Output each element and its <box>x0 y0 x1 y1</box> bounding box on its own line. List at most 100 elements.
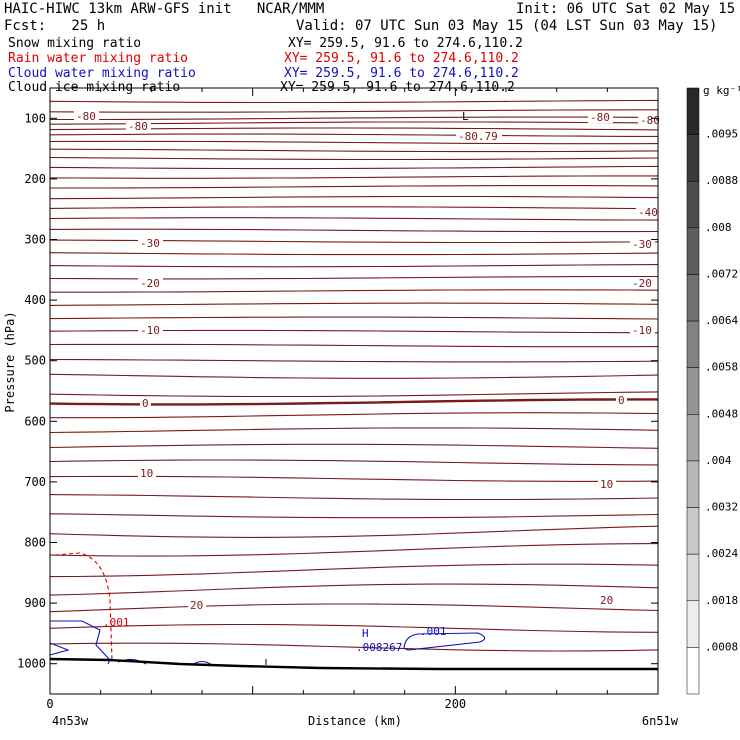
temperature-contour-line <box>49 133 658 137</box>
temperature-contour-line <box>49 398 658 406</box>
temperature-contour-line <box>49 140 659 145</box>
contour-label: 10 <box>140 467 153 480</box>
colorbar-cell <box>686 647 700 695</box>
colorbar-cell <box>686 460 700 508</box>
temperature-contour-line <box>49 217 659 221</box>
contour-label: 20 <box>190 599 203 612</box>
temperature-contour-line <box>49 603 659 613</box>
contour-label: -80 <box>640 114 660 127</box>
contour-label-bg <box>630 238 655 250</box>
temperature-contour-line <box>49 543 659 557</box>
temperature-contour-line <box>49 513 659 519</box>
contour-label: -80 <box>76 110 96 123</box>
colorbar-cell <box>686 134 700 182</box>
temperature-contour-line <box>49 264 659 268</box>
contour-label-bg <box>636 206 661 218</box>
contour-label: 10 <box>600 478 613 491</box>
contour-label-bg <box>638 114 663 126</box>
colorbar-label: .0032 <box>705 501 738 514</box>
temperature-contour-line <box>49 623 659 633</box>
colorbar-label: .004 <box>705 454 732 467</box>
rain-water-contours <box>54 552 113 661</box>
contour-label-bg <box>138 277 163 289</box>
y-tick-label: 800 <box>24 536 46 550</box>
y-tick-label: 300 <box>24 233 46 247</box>
contour-label-bg <box>588 111 613 123</box>
temperature-contour-line <box>49 121 659 125</box>
contour-label-bg <box>616 394 627 406</box>
temperature-contour-line <box>49 391 659 398</box>
temperature-contour-line <box>49 443 659 449</box>
contour-label-bg <box>598 594 616 606</box>
colorbar: .0095 .0088 .008 .0072 .0064 .0058 .0048 .004 .0… <box>686 84 740 695</box>
temperature-contour-line <box>49 563 659 578</box>
colorbar-label: .0064 <box>705 314 738 327</box>
colorbar-label: .0058 <box>705 361 738 374</box>
contour-label: -30 <box>140 237 160 250</box>
temperature-contour-line <box>50 289 659 293</box>
y-axis-label: Pressure (hPa) <box>3 311 17 412</box>
forecast-hour: Fcst: 25 h <box>4 18 106 34</box>
colorbar-cell <box>686 320 700 368</box>
y-tick-label: 500 <box>24 354 46 368</box>
contour-label-bg <box>140 397 151 409</box>
colorbar-label: .0008 <box>705 640 738 653</box>
temperature-contour-line <box>49 316 659 320</box>
contour-label: -80 <box>128 120 148 133</box>
contour-label: 0 <box>142 397 149 410</box>
contour-label: 0 <box>618 394 625 407</box>
valid-time: Valid: 07 UTC Sun 03 May 15 (04 LST Sun … <box>296 18 718 34</box>
contour-label: -20 <box>632 277 652 290</box>
colorbar-cell <box>686 87 700 135</box>
temperature-contour-line <box>49 459 659 466</box>
y-tick-label: 400 <box>24 293 46 307</box>
temperature-contour-line <box>49 373 659 379</box>
temperature-contour-line <box>49 127 659 131</box>
temperature-contour-line <box>49 109 658 113</box>
temperature-contour-line <box>49 156 659 161</box>
colorbar-cell <box>686 274 700 322</box>
field-name-cloud-water: Cloud water mixing ratio <box>8 66 196 81</box>
temperature-contour-line <box>49 228 659 233</box>
contour-label-bg <box>74 110 99 122</box>
x-endpoint-left: 4n53w <box>52 714 89 728</box>
colorbar-label: .0024 <box>705 547 738 560</box>
y-tick-label: 700 <box>24 475 46 489</box>
y-tick-label: 100 <box>24 111 46 125</box>
temperature-contour-line <box>49 165 659 170</box>
temperature-contour-line <box>49 148 659 153</box>
colorbar-cell <box>686 227 700 275</box>
colorbar-cell <box>686 367 700 415</box>
contour-label: -80 <box>590 111 610 124</box>
y-tick-label: 200 <box>24 172 46 186</box>
temperature-contour-line <box>49 427 659 434</box>
temperature-contour-line <box>49 302 659 306</box>
x-tick-label: 200 <box>444 697 466 711</box>
temperature-contour-line <box>49 195 659 200</box>
field-name-rain: Rain water mixing ratio <box>8 51 189 66</box>
contour-label-bg <box>598 478 616 490</box>
y-tick-label: 600 <box>24 414 46 428</box>
colorbar-label: .0088 <box>705 174 738 187</box>
contour-label-bg <box>630 277 655 289</box>
contour-label-bg <box>138 237 163 249</box>
cloud-water-max-marker: H <box>362 627 369 640</box>
temperature-contour-line <box>50 412 659 419</box>
field-name-snow: Snow mixing ratio <box>8 36 142 51</box>
contour-label: -20 <box>140 277 160 290</box>
contour-label-bg <box>630 324 655 336</box>
cloud-water-max-label: .008267 <box>356 641 402 654</box>
field-xy-cloud-water: XY= 259.5, 91.6 to 274.6,110.2 <box>284 66 519 81</box>
contour-label-bg <box>126 120 151 132</box>
temperature-contour-line <box>49 252 659 256</box>
temperature-contour-line <box>49 642 659 652</box>
contour-label-bg <box>456 130 502 142</box>
contour-label-bg <box>188 599 206 611</box>
y-tick-label: 1000 <box>17 657 46 671</box>
temperature-contour-line <box>49 358 659 363</box>
low-marker: L <box>462 110 469 123</box>
cloud-water-contour <box>49 642 70 656</box>
colorbar-cell <box>686 507 700 555</box>
